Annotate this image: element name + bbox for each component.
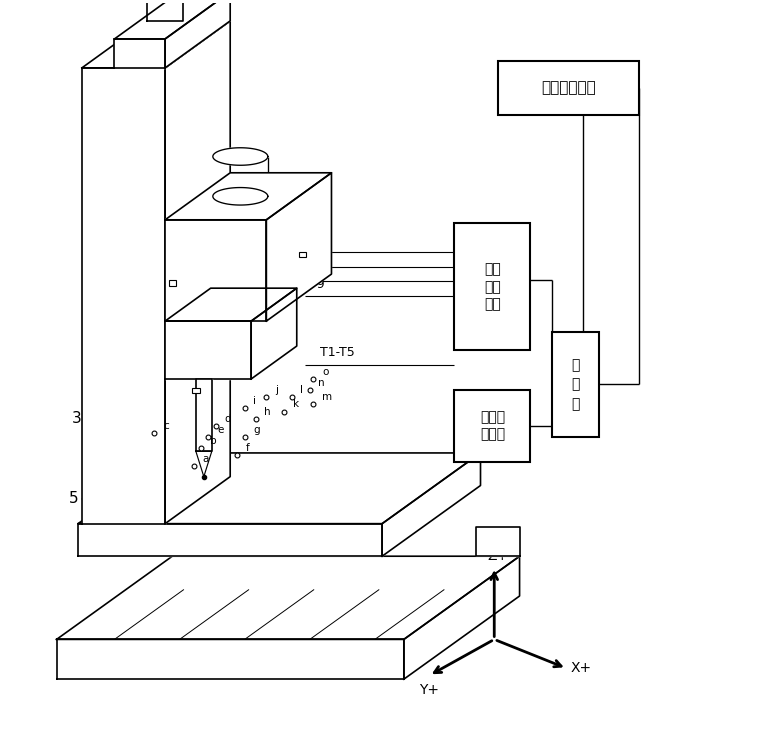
Text: T8: T8 (309, 249, 325, 262)
Text: f: f (246, 443, 250, 453)
Polygon shape (165, 173, 332, 220)
Text: d: d (224, 414, 231, 424)
Text: m: m (322, 392, 332, 402)
Text: T1-T5: T1-T5 (320, 346, 354, 359)
Polygon shape (213, 187, 268, 205)
Polygon shape (476, 527, 519, 556)
Bar (454, 223, 531, 350)
Text: X+: X+ (570, 661, 591, 675)
Text: 3: 3 (72, 411, 82, 426)
Polygon shape (196, 451, 212, 477)
Polygon shape (251, 288, 297, 379)
Text: 补
偿
器: 补 偿 器 (572, 358, 580, 411)
Polygon shape (165, 21, 230, 523)
Polygon shape (403, 556, 519, 679)
Polygon shape (481, 405, 509, 453)
Polygon shape (196, 379, 212, 451)
Text: 2: 2 (90, 350, 100, 364)
Text: g: g (254, 425, 260, 434)
Text: a: a (203, 453, 209, 464)
Bar (552, 332, 599, 437)
Text: T9: T9 (309, 278, 325, 292)
Text: l: l (301, 385, 304, 395)
Text: n: n (319, 378, 325, 388)
Polygon shape (78, 523, 382, 556)
Polygon shape (57, 639, 403, 679)
Text: 4: 4 (87, 162, 96, 176)
Bar (299, 252, 307, 257)
Polygon shape (165, 0, 230, 68)
Text: o: o (322, 367, 329, 377)
Text: e: e (217, 425, 223, 434)
Text: i: i (254, 396, 257, 406)
Polygon shape (165, 220, 266, 321)
Polygon shape (147, 0, 183, 21)
Polygon shape (165, 321, 251, 379)
Text: Y+: Y+ (419, 683, 439, 697)
Polygon shape (213, 148, 268, 165)
Polygon shape (114, 0, 230, 39)
Text: 1: 1 (87, 267, 96, 281)
Polygon shape (78, 453, 481, 523)
Text: T6: T6 (309, 264, 325, 277)
Bar (454, 390, 531, 462)
Bar (192, 389, 200, 394)
Text: 坐标采
集系统: 坐标采 集系统 (480, 410, 505, 442)
Text: 温度
采集
系统: 温度 采集 系统 (484, 262, 501, 311)
Text: Z+: Z+ (487, 550, 508, 564)
Polygon shape (114, 39, 165, 68)
Bar (169, 281, 176, 286)
Polygon shape (382, 453, 481, 556)
Polygon shape (57, 556, 519, 639)
Text: 机床控制系统: 机床控制系统 (541, 80, 596, 95)
Polygon shape (82, 21, 230, 68)
Text: k: k (293, 399, 299, 410)
Text: h: h (264, 407, 271, 416)
Text: c: c (163, 421, 169, 431)
Polygon shape (266, 173, 332, 321)
Text: b: b (210, 435, 217, 445)
Polygon shape (165, 288, 297, 321)
Polygon shape (82, 68, 165, 523)
Bar (498, 61, 639, 115)
Text: T7: T7 (309, 235, 325, 248)
Text: 5: 5 (69, 491, 78, 506)
Text: j: j (275, 385, 278, 395)
